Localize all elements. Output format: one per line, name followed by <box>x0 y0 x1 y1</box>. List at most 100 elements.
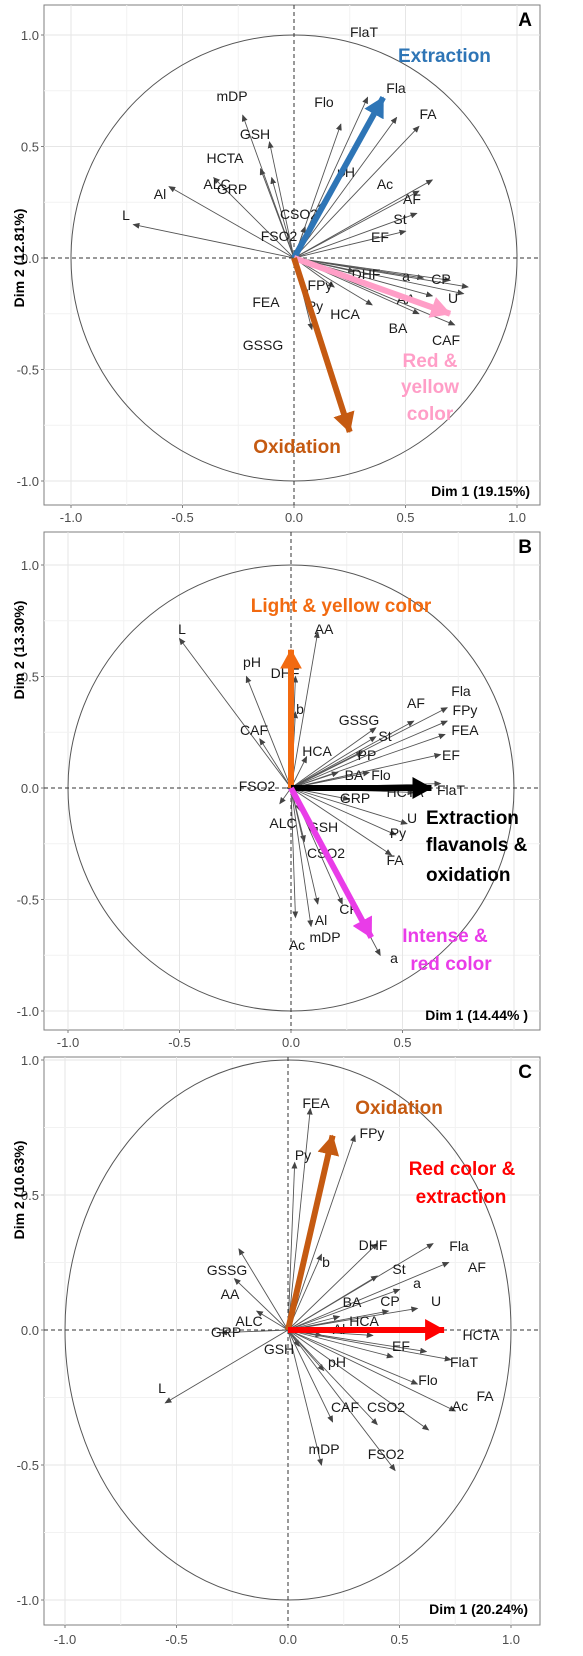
variable-label-fea: FEA <box>252 294 280 310</box>
variable-label-alc: ALC <box>269 815 296 831</box>
y-tick-label: 1.0 <box>21 1053 39 1068</box>
variable-label-grp: GRP <box>211 1324 241 1340</box>
vector-caf <box>259 738 292 789</box>
summary-arrow-label: flavanols & <box>426 835 528 856</box>
y-tick-label: -1.0 <box>17 1593 39 1608</box>
summary-arrow-label: Oxidation <box>355 1098 443 1119</box>
vector-flo <box>287 1329 419 1385</box>
x-tick-label: 0.5 <box>393 1035 411 1050</box>
variable-label-flo: Flo <box>314 94 334 110</box>
vector-hcta <box>287 1329 428 1354</box>
vector-ac <box>287 1329 430 1431</box>
x-tick-label: -1.0 <box>60 510 82 525</box>
vector-ph <box>245 675 292 789</box>
vector-fea <box>287 1107 313 1331</box>
variable-label-l: L <box>122 207 130 223</box>
variable-label-cp: CP <box>431 271 450 287</box>
vector-mdp <box>287 1329 323 1466</box>
vector-st <box>293 212 418 259</box>
variable-label-a: a <box>413 1275 421 1291</box>
vector-grp <box>220 1329 289 1336</box>
panel-letter: B <box>518 537 532 558</box>
summary-arrow-label: oxidation <box>426 865 510 886</box>
summary-arrow-label: Light & yellow color <box>251 596 432 617</box>
variable-label-ac: Ac <box>289 937 305 953</box>
x-axis-label: Dim 1 (19.15%) <box>431 483 530 499</box>
vector-mdp <box>290 787 314 928</box>
variable-label-hcta: HCTA <box>206 150 244 166</box>
vector-fpy <box>290 720 449 789</box>
variable-label-grp: GRP <box>217 181 247 197</box>
summary-arrow-label: red color <box>410 954 492 975</box>
y-axis-label: Dim 2 (13.30%) <box>11 601 27 700</box>
vector-caf <box>287 1329 334 1423</box>
variable-label-pp: PP <box>358 747 377 763</box>
vector-af <box>290 720 415 789</box>
variable-label-py: Py <box>295 1147 311 1163</box>
vector-a <box>293 257 452 283</box>
y-tick-label: 0.5 <box>21 140 39 155</box>
vector-st <box>290 736 377 789</box>
y-tick-label: 0.0 <box>21 251 39 266</box>
variable-label-hca: HCA <box>302 743 332 759</box>
variable-label-gssg: GSSG <box>243 337 283 353</box>
vector-l <box>132 222 295 259</box>
vector-cp <box>293 257 469 289</box>
vector-grp <box>270 176 295 259</box>
variable-label-ac: Ac <box>377 176 393 192</box>
variable-label-grp: GRP <box>340 790 370 806</box>
x-tick-label: 1.0 <box>508 510 526 525</box>
x-tick-label: 0.5 <box>390 1632 408 1647</box>
vector-fpy <box>287 1134 356 1331</box>
variable-label-mdp: mDP <box>309 929 340 945</box>
variable-label-fpy: FPy <box>453 702 478 718</box>
variable-label-flo: Flo <box>418 1372 438 1388</box>
vector-ef <box>293 229 407 259</box>
variable-label-b: b <box>322 1254 330 1270</box>
x-tick-label: 0.0 <box>285 510 303 525</box>
vector-fla <box>293 116 398 259</box>
panel-a: -1.0 -0.5 0.0 0.5 1.0 -1.0 -0.5 0.0 0.5 1.0 FlaT Fl… <box>11 4 541 525</box>
vector-pp <box>290 751 364 789</box>
x-tick-label: 0.0 <box>282 1035 300 1050</box>
y-tick-label: -0.5 <box>17 363 39 378</box>
variable-label-fso2: FSO2 <box>368 1446 405 1462</box>
vector-l <box>164 1329 289 1404</box>
variable-labels: FlaTFlaFloFAmDPGSHHCTAALCGRPAlLpHAcAFStE… <box>122 24 460 353</box>
gridlines <box>44 532 540 1030</box>
vector-af <box>287 1262 450 1331</box>
variable-label-caf: CAF <box>432 332 460 348</box>
variable-label-hca: HCA <box>330 306 360 322</box>
plot-frame <box>43 4 541 506</box>
summary-arrow-label: yellow <box>401 377 459 398</box>
vector-u <box>287 1306 419 1331</box>
variable-label-al: Al <box>315 912 327 928</box>
variable-label-fa: FA <box>419 106 437 122</box>
variable-label-aa: AA <box>315 621 334 637</box>
x-axis-label: Dim 1 (20.24%) <box>429 1601 528 1617</box>
variable-label-mdp: mDP <box>216 88 247 104</box>
summary-arrow-label: extraction <box>416 1187 507 1208</box>
y-tick-label: 1.0 <box>21 558 39 573</box>
summary-arrow-2 <box>288 786 374 939</box>
vector-al <box>290 787 320 905</box>
vector-ac <box>290 787 299 919</box>
vector-ef <box>287 1329 394 1359</box>
plot-frame <box>43 1056 541 1626</box>
variable-label-hca: HCA <box>349 1313 379 1329</box>
variable-label-ph: pH <box>243 654 261 670</box>
variable-label-flat: FlaT <box>450 1354 478 1370</box>
summary-arrow-label: color <box>407 404 454 425</box>
variable-label-fa: FA <box>476 1388 494 1404</box>
variable-label-fla: Fla <box>451 683 471 699</box>
y-axis-label: Dim 2 (12.81%) <box>11 209 27 308</box>
variable-label-gsh: GSH <box>240 126 270 142</box>
variable-label-fea: FEA <box>451 722 479 738</box>
variable-label-ba: BA <box>389 320 408 336</box>
variable-label-a: a <box>390 950 398 966</box>
y-tick-label: 0.0 <box>21 1323 39 1338</box>
vector-fa <box>287 1329 457 1412</box>
variable-label-ac: Ac <box>452 1398 468 1414</box>
vector-aa <box>233 1278 289 1331</box>
summary-arrow-0 <box>291 95 386 260</box>
